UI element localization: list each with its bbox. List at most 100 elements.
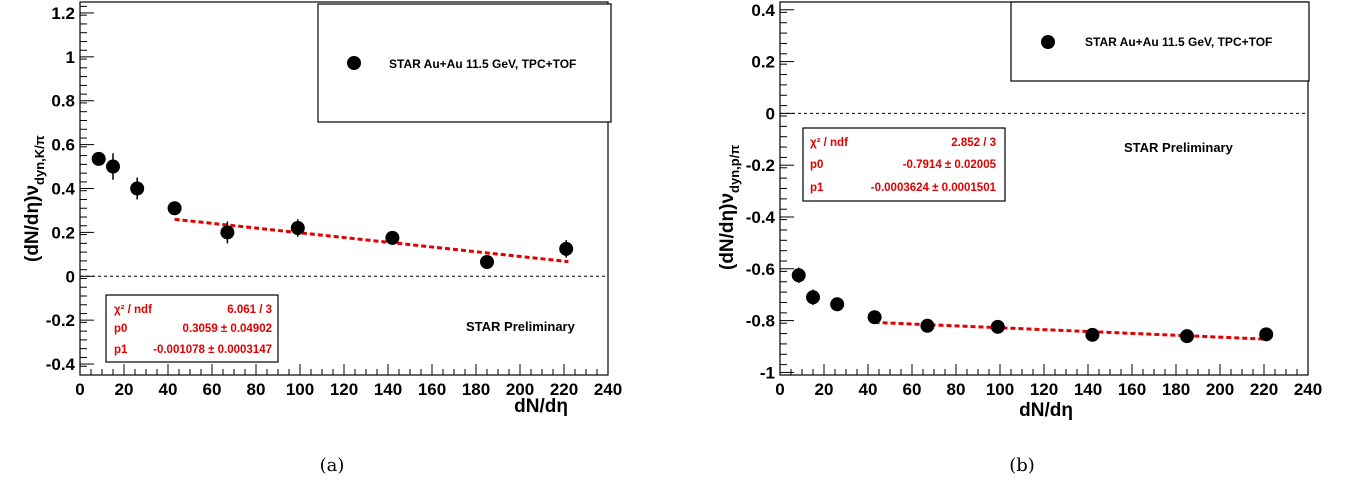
fit-stats-box — [105, 294, 279, 363]
y-tick-label: 0.2 — [51, 223, 75, 242]
y-tick-label: -0.2 — [46, 311, 75, 330]
x-tick-label: 220 — [550, 380, 578, 399]
x-tick-label: 20 — [115, 380, 134, 399]
data-point — [990, 319, 1005, 334]
legend-box — [317, 3, 612, 123]
linear-fit — [874, 320, 1269, 341]
fit-line — [874, 320, 1269, 341]
p0-value: -0.7914 ± 0.02005 — [903, 159, 997, 171]
data-point — [290, 220, 305, 235]
svg-text:(dN/dη)νdyn,p/π: (dN/dη)νdyn,p/π — [717, 145, 742, 270]
x-axis: 0 20 40 60 80 100 120 140 160 180 200 220 240 — [775, 364, 1322, 399]
x-tick-label: 0 — [75, 380, 84, 399]
chi2-value: 6.061 / 3 — [227, 304, 272, 316]
y-tick-label: -0.6 — [746, 260, 775, 279]
fit-line — [174, 217, 569, 264]
p1-label: p1 — [810, 182, 824, 194]
y-axis-title-main: (dN/dη)ν — [717, 193, 738, 270]
x-tick-label: 40 — [159, 380, 178, 399]
data-point — [91, 151, 106, 166]
x-axis-title: dN/dη — [1019, 400, 1073, 421]
data-point — [130, 181, 145, 196]
x-tick-label: 220 — [1250, 380, 1278, 399]
p1-label: p1 — [114, 344, 128, 356]
y-axis-title: (dN/dη)νdyn,K/π — [22, 135, 47, 262]
x-tick-label: 120 — [1030, 380, 1058, 399]
panel-b: -1 -0.8 -0.6 -0.4 -0.2 0 0.2 0.4 0 20 40 60 80 100 12… — [717, 1, 1322, 476]
x-tick-label: 40 — [859, 380, 878, 399]
x-tick-label: 180 — [1162, 380, 1190, 399]
p0-label: p0 — [810, 159, 823, 171]
caption: (b) — [1009, 455, 1035, 476]
svg-text:(dN/dη)νdyn,K/π: (dN/dη)νdyn,K/π — [22, 135, 47, 262]
x-tick-label: 100 — [286, 380, 314, 399]
chi2-value: 2.852 / 3 — [951, 137, 996, 149]
legend-marker — [347, 56, 361, 70]
y-tick-label: -0.8 — [746, 312, 775, 331]
legend-box — [1010, 1, 1310, 82]
p0-label: p0 — [114, 323, 127, 335]
x-tick-label: 20 — [815, 380, 834, 399]
y-tick-label: -0.2 — [746, 156, 775, 175]
y-axis: -1 -0.8 -0.6 -0.4 -0.2 0 0.2 0.4 — [746, 1, 794, 382]
x-tick-label: 200 — [506, 380, 534, 399]
data-point — [106, 159, 120, 174]
chi2-label: χ² / ndf — [810, 137, 848, 149]
data-point — [920, 318, 935, 333]
data-point — [830, 297, 845, 312]
data-point — [806, 290, 820, 305]
p0-value: 0.3059 ± 0.04902 — [183, 323, 272, 335]
data-point — [1259, 327, 1274, 342]
y-axis-title: (dN/dη)νdyn,p/π — [717, 145, 742, 270]
x-tick-label: 80 — [947, 380, 966, 399]
x-tick-label: 80 — [247, 380, 266, 399]
x-tick-label: 100 — [986, 380, 1014, 399]
panel-a: -0.4 -0.2 0 0.2 0.4 0.6 0.8 1 1.2 0 20 40 60 80 100 12… — [22, 1, 622, 476]
data-point — [385, 230, 400, 245]
y-tick-label: 0.8 — [51, 92, 75, 111]
x-tick-label: 240 — [594, 380, 622, 399]
y-tick-label: 0 — [66, 267, 75, 286]
x-tick-label: 200 — [1206, 380, 1234, 399]
data-point — [559, 241, 574, 256]
legend-label: STAR Au+Au 11.5 GeV, TPC+TOF — [389, 57, 576, 71]
x-tick-label: 180 — [462, 380, 490, 399]
y-axis-title-main: (dN/dη)ν — [22, 185, 43, 262]
y-tick-label: -0.4 — [746, 208, 776, 227]
data-points — [791, 267, 1274, 344]
y-tick-label: 0.6 — [51, 136, 75, 155]
x-tick-label: 160 — [1118, 380, 1146, 399]
p1-value: -0.001078 ± 0.0003147 — [153, 344, 272, 356]
y-tick-label: 0.4 — [751, 1, 775, 20]
y-tick-label: 0 — [766, 104, 775, 123]
x-axis-title: dN/dη — [514, 396, 568, 417]
data-point — [791, 268, 806, 283]
x-tick-label: 60 — [903, 380, 922, 399]
x-tick-label: 140 — [374, 380, 402, 399]
y-axis: -0.4 -0.2 0 0.2 0.4 0.6 0.8 1 1.2 — [46, 4, 94, 376]
data-points — [91, 151, 574, 270]
preliminary-label: STAR Preliminary — [1124, 140, 1234, 155]
data-point — [220, 225, 235, 240]
fit-stats-box — [802, 127, 1006, 202]
legend-label: STAR Au+Au 11.5 GeV, TPC+TOF — [1085, 35, 1272, 49]
data-point — [167, 201, 182, 216]
x-tick-label: 60 — [203, 380, 222, 399]
x-tick-label: 160 — [418, 380, 446, 399]
preliminary-label: STAR Preliminary — [466, 319, 576, 334]
y-axis-title-sub: dyn,p/π — [727, 145, 742, 193]
x-tick-label: 140 — [1074, 380, 1102, 399]
x-tick-label: 120 — [330, 380, 358, 399]
y-tick-label: 1.2 — [51, 4, 75, 23]
data-point — [867, 310, 882, 325]
data-point — [480, 255, 494, 270]
x-tick-label: 240 — [1294, 380, 1322, 399]
x-tick-label: 0 — [775, 380, 784, 399]
data-point — [1085, 327, 1100, 342]
y-axis-title-sub: dyn,K/π — [32, 135, 47, 185]
legend-marker — [1041, 35, 1055, 49]
y-tick-label: 0.2 — [751, 53, 775, 72]
y-tick-label: -0.4 — [46, 355, 76, 374]
y-tick-label: 0.4 — [51, 180, 75, 199]
